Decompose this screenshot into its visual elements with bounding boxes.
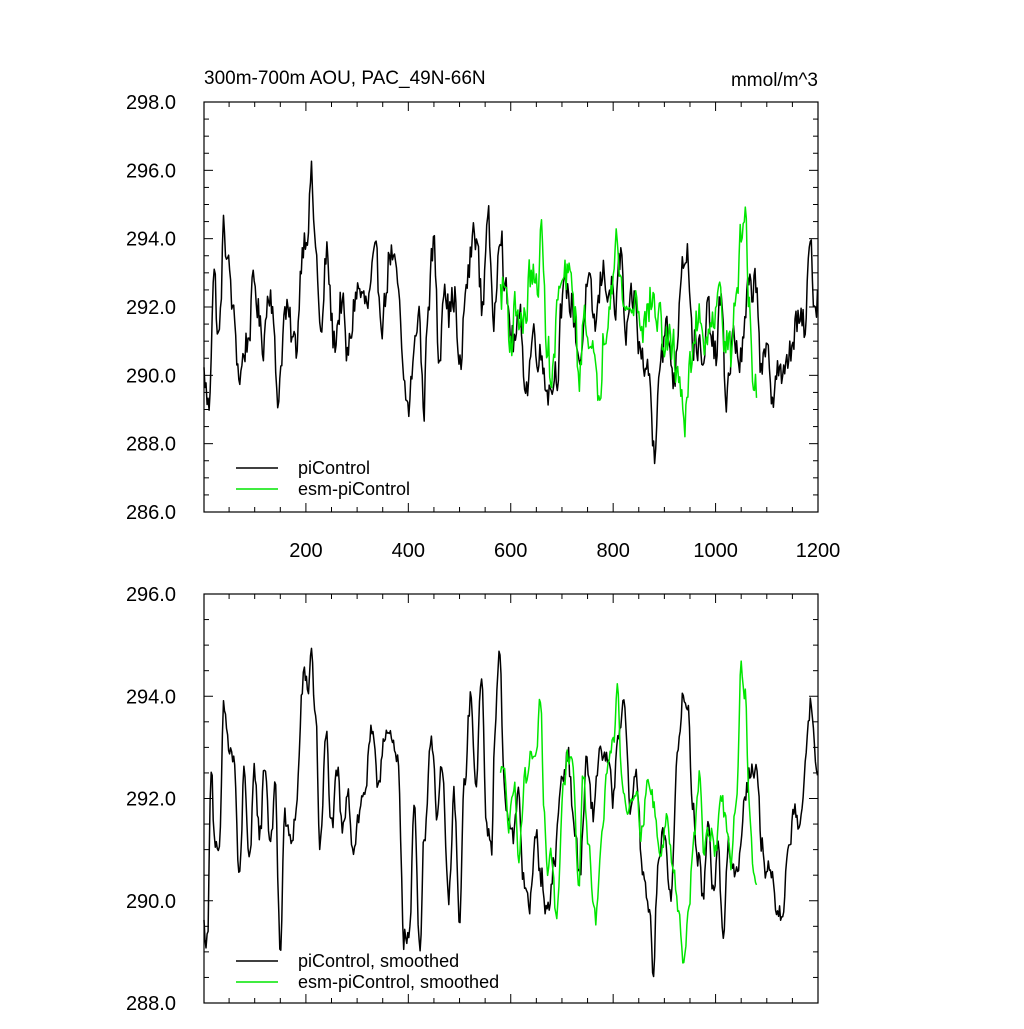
y-tick-label: 292.0 bbox=[126, 789, 176, 811]
series-line-esm-picontrol bbox=[499, 206, 758, 438]
x-tick-label: 800 bbox=[596, 540, 629, 562]
y-tick-label: 296.0 bbox=[126, 584, 176, 606]
bottom-axes: 288.0 290.0 292.0 294.0 296.0 bbox=[126, 584, 819, 1015]
series-line-esm-picontrol bbox=[499, 660, 758, 964]
x-tick-label: 1200 bbox=[796, 540, 841, 562]
plot-frame bbox=[203, 101, 819, 513]
y-tick-label: 294.0 bbox=[126, 686, 176, 708]
series-line-picontrol bbox=[203, 160, 819, 465]
x-tick-label: 200 bbox=[289, 540, 322, 562]
y-tick-label: 292.0 bbox=[126, 297, 176, 319]
units-label: mmol/m^3 bbox=[731, 70, 818, 91]
chart-title: 300m-700m AOU, PAC_49N-66N bbox=[204, 68, 486, 89]
bottom-panel: 288.0 290.0 292.0 294.0 296.0 piControl, smo… bbox=[126, 584, 819, 1015]
legend-label: piControl bbox=[298, 458, 370, 478]
legend-label: esm-piControl bbox=[298, 479, 410, 499]
x-tick-label: 1000 bbox=[693, 540, 738, 562]
y-tick-label: 298.0 bbox=[126, 92, 176, 114]
y-tick-label: 288.0 bbox=[126, 993, 176, 1015]
y-tick-label: 296.0 bbox=[126, 160, 176, 182]
top-series-group bbox=[203, 160, 819, 465]
bottom-series-group bbox=[203, 647, 819, 978]
y-tick-label: 288.0 bbox=[126, 434, 176, 456]
top-panel: 300m-700m AOU, PAC_49N-66N mmol/m^3 286.… bbox=[126, 68, 840, 562]
x-tick-label: 600 bbox=[494, 540, 527, 562]
legend-label: esm-piControl, smoothed bbox=[298, 972, 499, 992]
legend-label: piControl, smoothed bbox=[298, 951, 459, 971]
y-tick-label: 290.0 bbox=[126, 365, 176, 387]
top-axes: 286.0 288.0 290.0 292.0 294.0 296.0 298.0 200 40… bbox=[126, 92, 840, 562]
series-line-picontrol bbox=[203, 647, 819, 978]
y-tick-label: 286.0 bbox=[126, 502, 176, 524]
y-tick-label: 294.0 bbox=[126, 229, 176, 251]
y-tick-label: 290.0 bbox=[126, 891, 176, 913]
x-tick-label: 400 bbox=[392, 540, 425, 562]
